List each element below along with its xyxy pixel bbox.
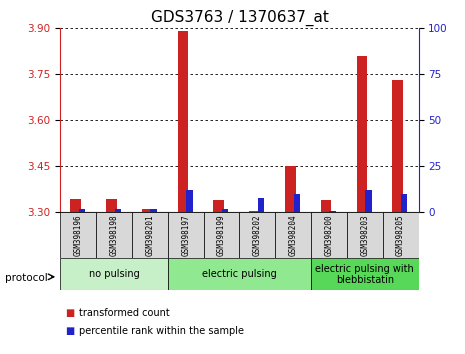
Text: GSM398199: GSM398199 xyxy=(217,215,226,256)
Bar xyxy=(114,209,121,212)
Text: GSM398205: GSM398205 xyxy=(396,215,405,256)
Bar xyxy=(392,80,403,212)
Text: GSM398196: GSM398196 xyxy=(74,215,83,256)
Bar xyxy=(401,194,407,212)
Text: electric pulsing with
blebbistatin: electric pulsing with blebbistatin xyxy=(315,263,414,285)
Bar xyxy=(70,199,81,212)
Bar xyxy=(132,212,168,258)
Text: electric pulsing: electric pulsing xyxy=(202,269,277,279)
Text: protocol: protocol xyxy=(5,273,47,283)
Bar xyxy=(178,32,188,212)
Bar xyxy=(168,212,204,258)
Bar xyxy=(96,212,132,258)
Bar xyxy=(150,209,157,212)
Text: GSM398200: GSM398200 xyxy=(325,215,333,256)
Text: percentile rank within the sample: percentile rank within the sample xyxy=(79,326,244,336)
Text: no pulsing: no pulsing xyxy=(89,269,140,279)
Bar xyxy=(79,209,85,212)
Bar xyxy=(60,212,96,258)
Bar xyxy=(142,209,153,212)
Bar xyxy=(285,166,296,212)
Title: GDS3763 / 1370637_at: GDS3763 / 1370637_at xyxy=(151,9,328,25)
Text: ■: ■ xyxy=(65,326,74,336)
Bar xyxy=(365,190,372,212)
Bar xyxy=(293,194,300,212)
Bar xyxy=(311,212,347,258)
Bar xyxy=(383,212,418,258)
Text: GSM398198: GSM398198 xyxy=(110,215,119,256)
Bar xyxy=(106,199,117,212)
Bar xyxy=(347,212,383,258)
Bar xyxy=(258,198,264,212)
Bar xyxy=(249,211,260,212)
Bar xyxy=(239,212,275,258)
Bar xyxy=(275,212,311,258)
Bar xyxy=(329,211,336,212)
Bar xyxy=(204,212,239,258)
Text: transformed count: transformed count xyxy=(79,308,170,318)
Bar xyxy=(311,258,418,290)
Text: GSM398204: GSM398204 xyxy=(289,215,298,256)
Text: GSM398202: GSM398202 xyxy=(253,215,262,256)
Bar xyxy=(213,200,224,212)
Bar xyxy=(321,200,332,212)
Text: GSM398197: GSM398197 xyxy=(181,215,190,256)
Text: GSM398203: GSM398203 xyxy=(360,215,369,256)
Text: ■: ■ xyxy=(65,308,74,318)
Text: GSM398201: GSM398201 xyxy=(146,215,154,256)
Bar xyxy=(186,190,193,212)
Bar xyxy=(60,258,168,290)
Bar xyxy=(168,258,311,290)
Bar xyxy=(222,209,228,212)
Bar xyxy=(357,56,367,212)
